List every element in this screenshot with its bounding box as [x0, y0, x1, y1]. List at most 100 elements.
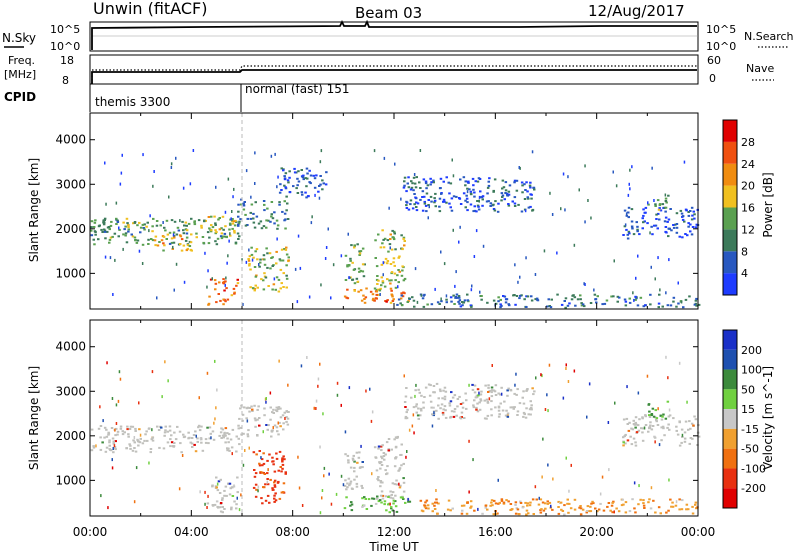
power-echo-cell	[283, 200, 286, 203]
velocity-echo-cell	[539, 511, 543, 514]
velocity-echo-cell	[386, 465, 389, 468]
velocity-echo-cell	[204, 438, 208, 441]
velocity-echo-cell	[455, 414, 458, 417]
velocity-echo-cell	[490, 400, 493, 403]
velocity-echo-cell	[485, 398, 489, 401]
velocity-echo-cell	[479, 398, 482, 401]
velocity-noise-cell	[468, 490, 470, 494]
power-echo-cell	[418, 181, 421, 184]
cpid-segment-1: themis 3300	[95, 95, 170, 109]
velocity-echo-cell	[456, 405, 459, 408]
velocity-echo-cell	[379, 461, 383, 464]
velocity-echo-cell	[666, 400, 670, 403]
velocity-echo-cell	[361, 487, 364, 489]
power-echo-cell	[390, 279, 393, 282]
power-echo-cell	[151, 225, 154, 228]
velocity-echo-cell	[442, 413, 445, 416]
velocity-echo-cell	[238, 443, 241, 446]
power-echo-cell	[521, 184, 524, 187]
power-echo-cell	[179, 243, 182, 245]
velocity-noise-cell	[198, 396, 200, 400]
power-echo-cell	[393, 232, 396, 235]
velocity-noise-cell	[403, 374, 405, 378]
velocity-echo-cell	[630, 443, 634, 446]
power-echo-cell	[233, 292, 236, 295]
velocity-noise-cell	[117, 399, 120, 403]
velocity-echo-cell	[533, 390, 536, 393]
power-noise-cell	[228, 239, 230, 243]
power-echo-cell	[459, 178, 462, 181]
velocity-echo-cell	[254, 495, 258, 498]
power-noise-cell	[625, 212, 628, 216]
velocity-echo-cell	[256, 418, 259, 421]
power-echo-cell	[595, 301, 598, 304]
power-echo-cell	[349, 257, 352, 260]
power-noise-cell	[413, 173, 416, 176]
power-echo-cell	[612, 295, 615, 298]
power-echo-cell	[363, 298, 366, 300]
velocity-echo-cell	[515, 393, 518, 396]
velocity-echo-cell	[470, 505, 473, 508]
velocity-echo-cell	[678, 508, 681, 511]
velocity-echo-cell	[500, 498, 504, 501]
velocity-echo-cell	[113, 447, 116, 449]
power-echo-cell	[283, 212, 287, 215]
power-echo-cell	[642, 305, 645, 308]
power-echo-cell	[465, 194, 468, 197]
power-echo-cell	[173, 236, 176, 239]
power-echo-cell	[573, 296, 577, 299]
velocity-echo-cell	[450, 391, 453, 394]
power-echo-cell	[450, 300, 453, 303]
velocity-noise-cell	[544, 408, 547, 411]
velocity-echo-cell	[273, 500, 276, 503]
velocity-noise-cell	[336, 393, 339, 397]
power-echo-cell	[206, 231, 210, 234]
power-echo-cell	[477, 177, 481, 180]
velocity-echo-cell	[99, 425, 103, 427]
velocity-echo-cell	[469, 506, 472, 509]
velocity-echo-cell	[514, 512, 518, 515]
power-echo-cell	[581, 303, 585, 306]
power-echo-cell	[189, 248, 193, 251]
velocity-echo-cell	[105, 446, 109, 449]
power-echo-cell	[579, 298, 582, 301]
power-echo-cell	[564, 297, 568, 300]
power-echo-cell	[624, 304, 628, 307]
power-echo-cell	[287, 181, 290, 184]
velocity-echo-cell	[261, 464, 264, 467]
power-echo-cell	[497, 202, 500, 205]
velocity-ylabel: Slant Range [km]	[27, 366, 41, 470]
velocity-echo-cell	[277, 480, 280, 483]
velocity-echo-cell	[507, 387, 510, 390]
velocity-echo-cell	[594, 507, 597, 510]
power-echo-cell	[263, 263, 267, 266]
freq-label: Freq.	[8, 54, 35, 67]
velocity-echo-cell	[282, 455, 285, 458]
velocity-noise-cell	[267, 468, 269, 472]
power-echo-cell	[513, 202, 517, 205]
power-echo-cell	[507, 203, 510, 205]
velocity-echo-cell	[649, 424, 652, 427]
power-echo-cell	[445, 201, 448, 204]
velocity-echo-cell	[462, 504, 466, 507]
power-echo-cell	[293, 171, 297, 174]
velocity-echo-cell	[465, 512, 469, 515]
power-noise-cell	[251, 258, 254, 262]
power-echo-cell	[642, 221, 645, 224]
velocity-noise-cell	[650, 486, 653, 490]
power-echo-cell	[164, 229, 167, 232]
velocity-colorbar-swatch-0	[723, 330, 737, 350]
power-noise-cell	[517, 280, 519, 284]
velocity-echo-cell	[505, 409, 508, 412]
power-echo-cell	[507, 193, 511, 196]
power-echo-cell	[360, 299, 364, 302]
power-noise-cell	[172, 233, 175, 237]
velocity-echo-cell	[279, 466, 282, 468]
velocity-echo-cell	[377, 447, 380, 450]
power-echo-cell	[276, 227, 279, 230]
power-colorbar-swatch-4	[723, 185, 737, 208]
velocity-echo-cell	[648, 414, 651, 417]
velocity-echo-cell	[394, 446, 398, 449]
velocity-echo-cell	[252, 451, 256, 454]
